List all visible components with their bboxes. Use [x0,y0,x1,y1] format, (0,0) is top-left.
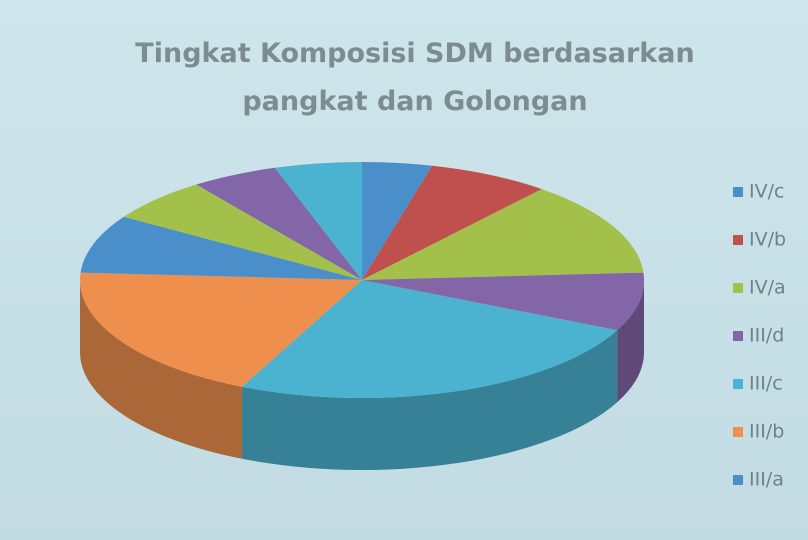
legend-label: III/b [749,421,784,443]
slice [80,216,363,280]
legend-swatch [733,283,743,293]
slice [362,162,433,280]
legend-swatch [733,187,743,197]
legend-label: IV/b [749,229,786,251]
slice [362,272,645,331]
slice [79,272,362,387]
chart-title: Tingkat Komposisi SDM berdasarkan pangka… [135,38,695,117]
slice-side [617,280,644,403]
legend-label: IV/a [749,277,786,299]
legend-label: IV/c [749,181,784,203]
legend-label: III/a [749,469,784,491]
legend-swatch [733,331,743,341]
slice [241,280,618,399]
slice [362,189,644,280]
legend-swatch [733,427,743,437]
slice [274,162,362,280]
slice [362,165,542,280]
slice [123,184,362,280]
legend-label: III/c [749,373,783,395]
slice [196,167,362,280]
slice-side [241,330,618,471]
legend-swatch [733,235,743,245]
legend-swatch [733,475,743,485]
legend-label: III/d [749,325,784,347]
legend-swatch [733,379,743,389]
slice-side [80,280,242,459]
